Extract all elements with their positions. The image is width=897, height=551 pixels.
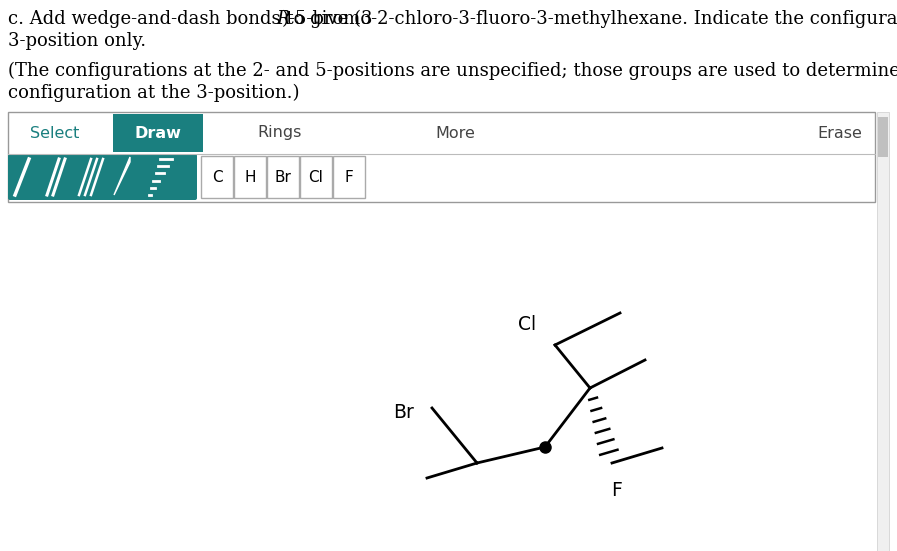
FancyBboxPatch shape xyxy=(8,154,197,200)
Text: F: F xyxy=(612,481,623,500)
Text: F: F xyxy=(344,170,353,185)
Text: C: C xyxy=(212,170,222,185)
Bar xyxy=(333,156,365,198)
Text: More: More xyxy=(435,126,475,141)
Text: (The configurations at the 2- and 5-positions are unspecified; those groups are : (The configurations at the 2- and 5-posi… xyxy=(8,62,897,80)
Text: 3-position only.: 3-position only. xyxy=(8,32,146,50)
Bar xyxy=(113,114,203,152)
Text: configuration at the 3-position.): configuration at the 3-position.) xyxy=(8,84,300,102)
Text: Erase: Erase xyxy=(817,126,862,141)
Bar xyxy=(201,156,233,198)
Bar xyxy=(267,156,299,198)
Bar xyxy=(878,117,888,157)
Polygon shape xyxy=(114,157,130,195)
Text: Cl: Cl xyxy=(518,316,536,334)
Text: Draw: Draw xyxy=(135,126,181,141)
Text: Rings: Rings xyxy=(257,126,302,141)
Text: Select: Select xyxy=(30,126,80,141)
Text: Br: Br xyxy=(274,170,292,185)
Bar xyxy=(300,156,332,198)
Text: H: H xyxy=(244,170,256,185)
Bar xyxy=(8,112,875,202)
Bar xyxy=(234,156,266,198)
Text: Br: Br xyxy=(394,403,414,423)
Text: c. Add wedge-and-dash bonds to give (3: c. Add wedge-and-dash bonds to give (3 xyxy=(8,10,372,28)
Text: )-5-bromo-2-chloro-3-fluoro-3-methylhexane. Indicate the configuration at the: )-5-bromo-2-chloro-3-fluoro-3-methylhexa… xyxy=(282,10,897,28)
Bar xyxy=(877,112,889,551)
Text: R: R xyxy=(276,10,290,28)
Text: Cl: Cl xyxy=(309,170,324,185)
